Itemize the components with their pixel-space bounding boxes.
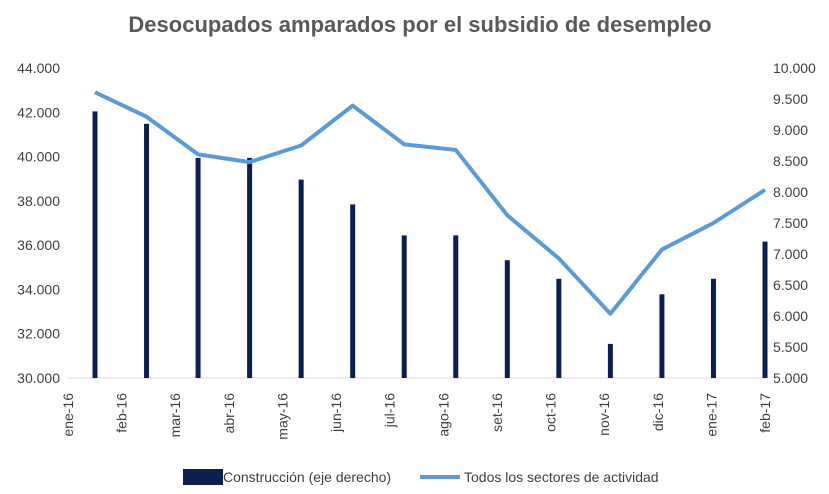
bar <box>298 179 304 378</box>
x-tick-label: nov-16 <box>596 393 612 436</box>
bar <box>659 294 665 378</box>
y-tick-label: 40.000 <box>17 149 60 165</box>
y-tick-label: 44.000 <box>17 60 60 76</box>
x-tick-label: mar-16 <box>167 393 183 438</box>
x-tick-label: ago-16 <box>435 393 451 437</box>
y2-tick-label: 10.000 <box>773 60 816 76</box>
y2-tick-label: 6.000 <box>773 308 808 324</box>
x-tick-label: may-16 <box>274 393 290 440</box>
chart-title: Desocupados amparados por el subsidio de… <box>128 12 711 37</box>
bar <box>762 241 768 378</box>
bar <box>92 111 98 379</box>
bar <box>504 260 510 378</box>
line <box>94 90 767 316</box>
y-tick-label: 36.000 <box>17 237 60 253</box>
bar <box>144 123 150 378</box>
x-tick-label: set-16 <box>489 393 505 432</box>
x-tick-label: abr-16 <box>221 393 237 434</box>
x-tick-label: oct-16 <box>543 393 559 432</box>
y-tick-label: 30.000 <box>17 370 60 386</box>
x-tick-label: jul-16 <box>382 393 398 428</box>
legend-label: Construcción (eje derecho) <box>223 469 391 485</box>
y2-tick-label: 5.000 <box>773 370 808 386</box>
y2-tick-label: 9.000 <box>773 122 808 138</box>
x-tick-label: jun-16 <box>328 393 344 433</box>
bar <box>710 278 716 378</box>
bar <box>607 343 613 378</box>
x-tick-label: feb-17 <box>757 393 773 433</box>
bar <box>453 235 459 378</box>
y2-tick-label: 7.500 <box>773 215 808 231</box>
y2-tick-label: 5.500 <box>773 339 808 355</box>
y2-tick-label: 8.000 <box>773 184 808 200</box>
legend-label: Todos los sectores de actividad <box>464 469 659 485</box>
bar <box>350 204 356 378</box>
y-tick-label: 38.000 <box>17 193 60 209</box>
y-tick-label: 42.000 <box>17 104 60 120</box>
bar <box>195 157 201 378</box>
legend-swatch <box>183 469 223 485</box>
y2-tick-label: 6.500 <box>773 277 808 293</box>
y-tick-label: 32.000 <box>17 326 60 342</box>
y-tick-label: 34.000 <box>17 281 60 297</box>
y2-tick-label: 9.500 <box>773 91 808 107</box>
x-tick-label: dic-16 <box>650 393 666 431</box>
y2-tick-label: 7.000 <box>773 246 808 262</box>
x-tick-label: ene-16 <box>60 393 76 437</box>
bar <box>401 235 407 378</box>
x-tick-label: ene-17 <box>703 393 719 437</box>
bar <box>556 278 562 378</box>
x-tick-label: feb-16 <box>114 393 130 433</box>
bar <box>247 157 253 378</box>
y2-tick-label: 8.500 <box>773 153 808 169</box>
